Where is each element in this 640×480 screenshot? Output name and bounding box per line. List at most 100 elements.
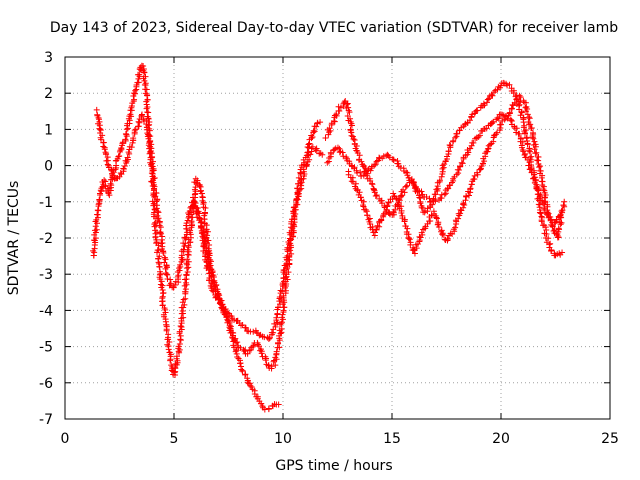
data-marker — [92, 235, 99, 242]
data-marker — [317, 119, 324, 126]
data-marker — [108, 182, 115, 189]
data-marker — [130, 135, 137, 142]
data-marker — [401, 218, 408, 225]
data-marker — [179, 257, 186, 264]
data-marker — [155, 259, 162, 266]
data-marker — [210, 278, 217, 285]
data-marker — [484, 96, 491, 103]
data-marker — [531, 171, 538, 178]
data-marker — [198, 218, 205, 225]
data-marker — [532, 150, 539, 157]
data-marker — [435, 220, 442, 227]
data-marker — [199, 225, 206, 232]
data-marker — [548, 216, 555, 223]
data-marker — [438, 191, 445, 198]
data-marker — [316, 150, 323, 157]
data-marker — [522, 104, 529, 111]
data-marker — [182, 288, 189, 295]
data-marker — [405, 235, 412, 242]
data-marker — [373, 192, 380, 199]
data-marker — [306, 156, 313, 163]
data-marker — [242, 324, 249, 331]
data-marker — [205, 267, 212, 274]
data-marker — [356, 152, 363, 159]
y-tick-label: -1 — [39, 195, 53, 211]
data-marker — [116, 152, 123, 159]
data-marker — [536, 164, 543, 171]
data-marker — [257, 400, 264, 407]
data-marker — [146, 127, 153, 134]
data-marker — [183, 220, 190, 227]
data-marker — [310, 127, 317, 134]
data-marker — [474, 107, 481, 114]
series-arc-5 — [324, 111, 566, 226]
data-marker — [435, 224, 442, 231]
data-marker — [470, 139, 477, 146]
data-marker — [348, 178, 355, 185]
data-marker — [483, 99, 490, 106]
data-marker — [234, 339, 241, 346]
data-marker — [122, 136, 129, 143]
data-marker — [305, 141, 312, 148]
data-marker — [153, 198, 160, 205]
data-marker — [413, 245, 420, 252]
data-marker — [538, 218, 545, 225]
data-marker — [216, 292, 223, 299]
data-marker — [295, 190, 302, 197]
data-marker — [551, 252, 558, 259]
data-marker — [182, 295, 189, 302]
data-marker — [348, 122, 355, 129]
data-marker — [360, 203, 367, 210]
data-marker — [348, 132, 355, 139]
data-marker — [231, 317, 238, 324]
data-marker — [197, 187, 204, 194]
data-marker — [279, 311, 286, 318]
data-marker — [358, 158, 365, 165]
data-marker — [192, 184, 199, 191]
data-marker — [165, 336, 172, 343]
data-marker — [526, 159, 533, 166]
x-tick-label: 15 — [383, 431, 401, 447]
data-marker — [237, 344, 244, 351]
x-tick-label: 5 — [170, 431, 179, 447]
data-marker — [275, 401, 282, 408]
data-marker — [167, 357, 174, 364]
data-marker — [373, 226, 380, 233]
data-marker — [543, 231, 550, 238]
data-marker — [525, 114, 532, 121]
data-marker — [160, 289, 167, 296]
data-marker — [158, 236, 165, 243]
data-marker — [560, 202, 567, 209]
data-marker — [122, 130, 129, 137]
data-marker — [177, 261, 184, 268]
data-marker — [530, 135, 537, 142]
data-marker — [356, 189, 363, 196]
data-marker — [132, 126, 139, 133]
data-marker — [205, 237, 212, 244]
data-marker — [172, 281, 179, 288]
data-marker — [458, 159, 465, 166]
data-marker — [241, 348, 248, 355]
data-marker — [518, 109, 525, 116]
data-marker — [242, 371, 249, 378]
data-marker — [124, 154, 131, 161]
data-marker — [526, 115, 533, 122]
data-marker — [180, 246, 187, 253]
data-marker — [519, 146, 526, 153]
data-marker — [459, 160, 466, 167]
data-marker — [115, 153, 122, 160]
data-marker — [148, 170, 155, 177]
data-marker — [558, 208, 565, 215]
data-marker — [326, 125, 333, 132]
data-marker — [489, 119, 496, 126]
data-marker — [309, 133, 316, 140]
data-marker — [196, 182, 203, 189]
data-marker — [308, 132, 315, 139]
data-marker — [447, 142, 454, 149]
data-marker — [295, 193, 302, 200]
data-marker — [313, 147, 320, 154]
data-marker — [372, 161, 379, 168]
data-marker — [179, 299, 186, 306]
data-marker — [250, 328, 257, 335]
data-marker — [154, 197, 161, 204]
